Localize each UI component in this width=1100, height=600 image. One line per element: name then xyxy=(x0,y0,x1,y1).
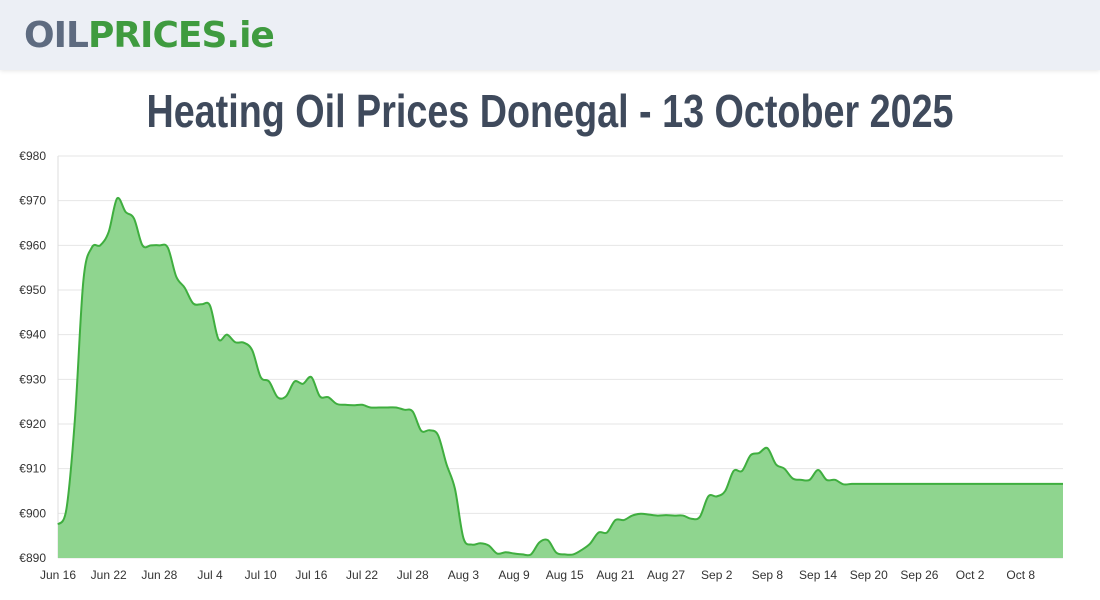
y-tick-label: €930 xyxy=(19,372,46,386)
x-tick-label: Jul 4 xyxy=(197,568,223,582)
x-tick-label: Aug 27 xyxy=(647,568,685,582)
price-chart: €890 €900 €910 €920 €930 €940 €950 €960 €970 €980… xyxy=(19,149,1063,582)
page-title: Heating Oil Prices Donegal - 13 October … xyxy=(146,85,954,137)
x-tick-label: Aug 9 xyxy=(498,568,530,582)
y-tick-label: €950 xyxy=(19,283,46,297)
x-tick-label: Jun 28 xyxy=(141,568,177,582)
y-tick-label: €980 xyxy=(19,149,46,163)
x-tick-label: Jul 10 xyxy=(245,568,277,582)
x-tick-label: Jul 28 xyxy=(397,568,429,582)
site-header: OILPRICES.ie xyxy=(0,0,1100,70)
price-line xyxy=(57,196,1063,557)
y-tick-label: €910 xyxy=(19,462,46,476)
y-axis: €890 €900 €910 €920 €930 €940 €950 €960 €970 €980 xyxy=(19,149,46,565)
x-tick-label: Sep 26 xyxy=(900,568,938,582)
x-tick-label: Aug 21 xyxy=(596,568,634,582)
x-tick-label: Jul 16 xyxy=(295,568,327,582)
site-logo[interactable]: OILPRICES.ie xyxy=(24,12,275,60)
logo-tld-text: .ie xyxy=(226,15,274,56)
x-tick-label: Sep 8 xyxy=(752,568,784,582)
x-tick-label: Jun 16 xyxy=(40,568,76,582)
x-tick-label: Aug 15 xyxy=(546,568,584,582)
y-tick-label: €970 xyxy=(19,194,46,208)
logo-oil-text: OIL xyxy=(24,15,89,56)
price-area xyxy=(58,197,1063,558)
y-tick-label: €890 xyxy=(19,551,46,565)
y-tick-label: €940 xyxy=(19,328,46,342)
x-tick-label: Jun 22 xyxy=(91,568,127,582)
x-axis: Jun 16 Jun 22 Jun 28 Jul 4 Jul 10 Jul 16 Jul 2… xyxy=(40,568,1035,582)
x-tick-label: Oct 8 xyxy=(1006,568,1035,582)
x-tick-label: Sep 2 xyxy=(701,568,733,582)
logo-prices-text: PRICES xyxy=(87,15,227,56)
y-tick-label: €900 xyxy=(19,506,46,520)
x-tick-label: Jul 22 xyxy=(346,568,378,582)
x-tick-label: Oct 2 xyxy=(956,568,985,582)
y-tick-label: €920 xyxy=(19,417,46,431)
x-tick-label: Sep 14 xyxy=(799,568,837,582)
x-tick-label: Aug 3 xyxy=(448,568,480,582)
x-tick-label: Sep 20 xyxy=(850,568,888,582)
y-tick-label: €960 xyxy=(19,238,46,252)
